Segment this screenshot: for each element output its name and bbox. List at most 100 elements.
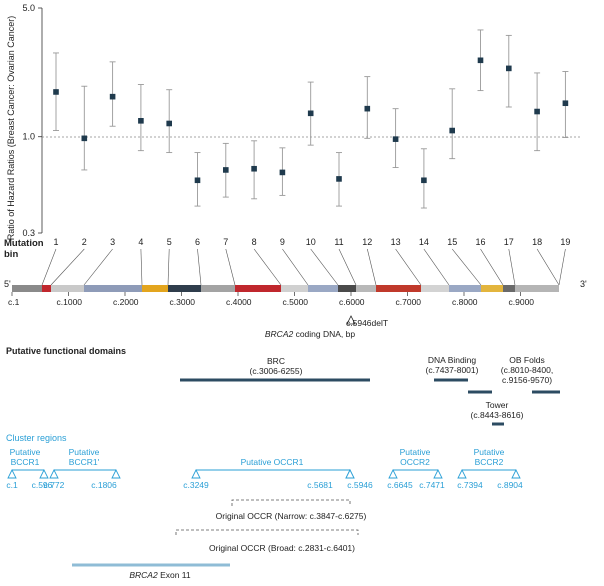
dna-segment (376, 285, 421, 292)
domains-panel: Putative functional domains BRC (c.3006-… (6, 346, 560, 426)
dna-segment (281, 285, 308, 292)
bccr1p-label-2: BCCR1' (69, 457, 100, 467)
brc-range: (c.3006-6255) (250, 366, 303, 376)
domains-title: Putative functional domains (6, 346, 126, 356)
dna-segment (168, 285, 201, 292)
dna-tick-label: c.7000 (396, 297, 422, 307)
ob-folds-range1: (c.8010-8400, (501, 365, 553, 375)
estimate-point (194, 177, 201, 184)
dna-axis-label: BRCA2 coding DNA, bp (265, 329, 356, 339)
dna-axis-label-rest: coding DNA, bp (293, 329, 355, 339)
bin-label: 7 (223, 237, 228, 247)
dna-tick-label: c.9000 (509, 297, 535, 307)
bin-connector (423, 248, 450, 286)
chart-panel: 0.3 1.0 5.0 Ratio of Hazard Ratios (Breast… (4, 3, 580, 286)
estimate-point (364, 105, 371, 112)
bccr1p-label-1: Putative (69, 447, 100, 457)
bin-connector (83, 248, 113, 286)
dna-tick-label: c.8000 (452, 297, 478, 307)
bin-connector (282, 248, 309, 286)
dna-segment (503, 285, 515, 292)
y-tick-label: 5.0 (22, 3, 35, 13)
dna-tick-label: c.3000 (170, 297, 196, 307)
y-axis-label: Ratio of Hazard Ratios (Breast Cancer: O… (6, 16, 16, 241)
cluster-triangle-icon (433, 468, 443, 479)
bin-label: 13 (391, 237, 401, 247)
cluster-point-label: c.5946 (347, 480, 373, 490)
dna-segment (481, 285, 503, 292)
bin-connector (310, 248, 339, 286)
bin-connector (338, 248, 357, 286)
cluster-point-label: c.6645 (387, 480, 413, 490)
occr1-label: Putative OCCR1 (241, 457, 304, 467)
dna-segment (308, 285, 338, 292)
bin-connector (140, 248, 143, 286)
bin-connector (508, 248, 516, 286)
dna-segment (42, 285, 51, 292)
bin-connectors (41, 248, 566, 286)
mutation-label: c.5946delT (346, 318, 388, 328)
cluster-triangle-icon (345, 468, 355, 479)
bccr1-label-2: BCCR1 (11, 457, 40, 467)
bin-connector (167, 248, 170, 286)
dna-axis-label-gene: BRCA2 (265, 329, 294, 339)
cluster-triangle-icon (49, 468, 59, 479)
bin-connector (225, 248, 236, 286)
bin-connector (451, 248, 482, 286)
dna-binding-range: (c.7437-8001) (426, 365, 479, 375)
bin-connector (41, 248, 57, 286)
dna-segment (201, 285, 235, 292)
estimate-point (109, 93, 116, 100)
y-tick-label: 0.3 (22, 228, 35, 238)
dna-tick-label: c.2000 (113, 297, 139, 307)
dna-tick-label: c.1000 (57, 297, 83, 307)
bin-label: 15 (447, 237, 457, 247)
dna-segment (356, 285, 376, 292)
cluster-triangle-icon (7, 468, 17, 479)
cluster-point-label: c.772 (44, 480, 65, 490)
occr2-label-2: OCCR2 (400, 457, 430, 467)
cluster-point-label: c.7471 (419, 480, 445, 490)
cluster-point-label: c.7394 (457, 480, 483, 490)
y-ticks: 0.3 1.0 5.0 (22, 3, 42, 238)
narrow-occr-label: Original OCCR (Narrow: c.3847-c.6275) (216, 511, 367, 521)
ob-folds-name: OB Folds (509, 355, 544, 365)
estimate-point (138, 118, 144, 124)
cluster-point-label: c.8904 (497, 480, 523, 490)
bin-connector (253, 248, 282, 286)
dna-segment (235, 285, 281, 292)
bin-label: 18 (532, 237, 542, 247)
cluster-point-label: c.5681 (307, 480, 333, 490)
dna-bar-panel: 5' 3' c.1 c.1000 c.2000 c.3000 c.4000 c.5000 c… (4, 279, 587, 339)
dna-segments (12, 285, 559, 292)
bin-label: 5 (167, 237, 172, 247)
estimate-point (421, 177, 427, 184)
bccr2-label-2: BCCR2 (475, 457, 504, 467)
estimate-point (166, 120, 172, 127)
estimate-point (392, 136, 399, 142)
estimate-point (449, 127, 455, 134)
dna-segment (12, 285, 42, 292)
dna-binding-name: DNA Binding (428, 355, 476, 365)
bin-connector (536, 248, 560, 286)
clusters-title: Cluster regions (6, 433, 67, 443)
dna-tick-label: c.4000 (226, 297, 252, 307)
narrow-occr-bracket (231, 499, 351, 506)
estimate-point (477, 57, 484, 64)
estimate-point (534, 108, 540, 115)
bin-connector (558, 248, 566, 286)
bin-label: 17 (504, 237, 514, 247)
cluster-triangle-icon (511, 468, 521, 479)
estimate-point (81, 135, 88, 142)
bccr1-label-1: Putative (10, 447, 41, 457)
estimate-point (336, 176, 342, 182)
ob-folds-range2: c.9156-9570) (502, 375, 552, 385)
exon11-gene: BRCA2 (129, 570, 158, 580)
three-prime-label: 3' (580, 279, 587, 289)
cluster-triangle-icon (191, 468, 201, 479)
bin-label: 10 (306, 237, 316, 247)
five-prime-label: 5' (4, 279, 11, 289)
broad-occr-bracket (175, 529, 359, 535)
dna-segment (515, 285, 559, 292)
tower-name: Tower (486, 400, 509, 410)
